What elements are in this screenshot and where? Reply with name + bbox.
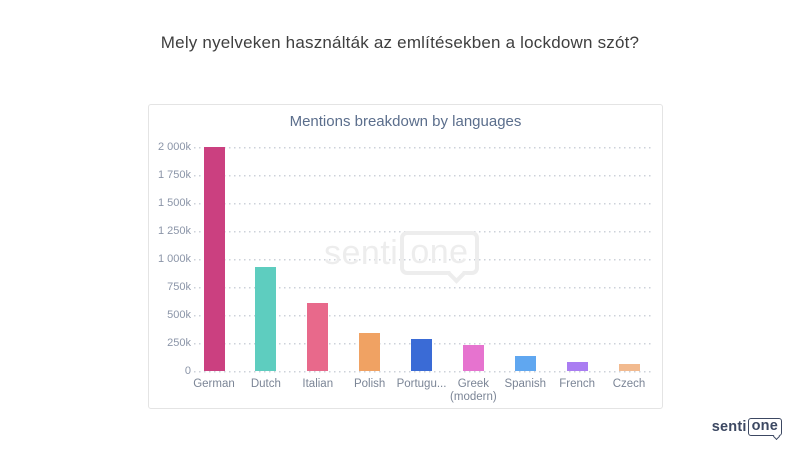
- gridline: [194, 203, 652, 205]
- logo-speech-bubble: one: [747, 418, 782, 441]
- y-tick-label: 2 000k: [157, 141, 191, 153]
- bar-german: [203, 147, 225, 371]
- y-tick-label: 0: [184, 365, 191, 377]
- x-tick-label: Portugu...: [396, 378, 447, 390]
- y-tick-label: 1 250k: [157, 225, 191, 237]
- bar-dutch: [255, 267, 277, 371]
- x-tick-label: Dutch: [250, 378, 281, 390]
- x-tick-label: French: [559, 378, 596, 390]
- y-axis-labels: 2 000k 1 750k 1 500k 1 250k 1 000k 750k 500k 25…: [151, 105, 191, 408]
- gridline: [194, 259, 652, 261]
- bar-czech: [618, 363, 640, 371]
- bar-greek: [462, 344, 484, 371]
- bar-portugu: [411, 338, 432, 371]
- chart-title: Mentions breakdown by languages: [289, 113, 522, 130]
- logo-bubble-text: one: [751, 418, 778, 434]
- bar-spanish: [514, 356, 536, 371]
- page-title: Mely nyelveken használták az említésekbe…: [160, 33, 640, 52]
- gridline: [194, 315, 652, 317]
- gridline: [194, 147, 652, 149]
- gridline: [194, 371, 652, 373]
- chart-card: Mentions breakdown by languages 2 000k 1 …: [148, 104, 663, 409]
- sentione-logo: senti one: [711, 417, 782, 441]
- y-tick-label: 1 500k: [157, 197, 191, 209]
- bar-polish: [359, 332, 381, 371]
- x-tick-label: Polish: [353, 378, 386, 390]
- x-tick-label: Greek (modern): [450, 378, 497, 403]
- x-tick-label: Italian: [302, 378, 334, 390]
- x-tick-label: Spanish: [504, 378, 547, 390]
- y-tick-label: 1 000k: [157, 253, 191, 265]
- bar-italian: [307, 303, 329, 371]
- gridline: [194, 231, 652, 233]
- x-tick-label: Czech: [612, 378, 646, 390]
- bar-french: [566, 362, 588, 371]
- logo-text: senti: [711, 419, 747, 435]
- plot-area: German Dutch Italian Polish Portugu... Greek …: [193, 147, 652, 403]
- y-tick-label: 750k: [167, 281, 191, 293]
- gridline: [194, 175, 652, 177]
- gridline: [194, 287, 652, 289]
- logo-bubble-tail-icon: [772, 432, 781, 441]
- y-tick-label: 250k: [167, 337, 191, 349]
- y-tick-label: 1 750k: [157, 169, 191, 181]
- x-tick-label: German: [193, 378, 235, 390]
- y-tick-label: 500k: [167, 309, 191, 321]
